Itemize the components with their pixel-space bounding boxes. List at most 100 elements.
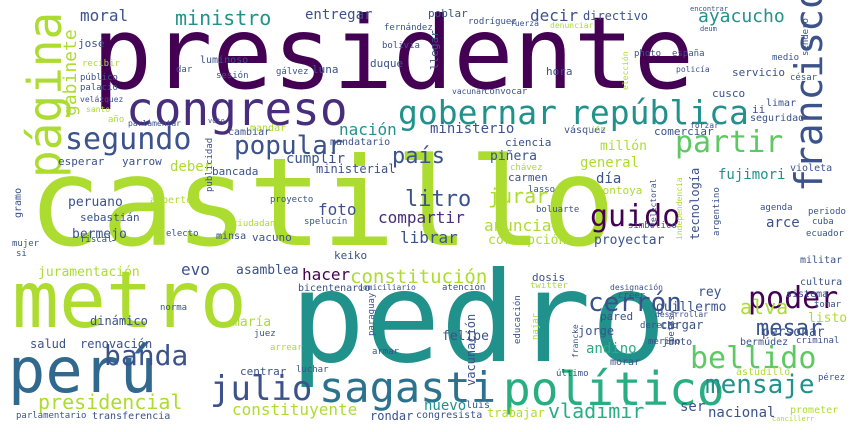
- word-deum: deum: [700, 25, 717, 33]
- word-luchar: luchar: [296, 365, 329, 375]
- word-electoral: electoral: [649, 178, 658, 222]
- word-guillermo: guillermo: [656, 300, 727, 315]
- word-recibir: recibir: [82, 59, 120, 69]
- word-astudillo: astudillo: [736, 367, 791, 378]
- word-limar: limar: [766, 98, 797, 109]
- word-dosis: dosis: [532, 271, 566, 284]
- word-general: general: [580, 155, 640, 171]
- word-vacunacion: vacunación: [464, 313, 478, 386]
- word-jose: josé: [78, 37, 105, 50]
- word-independencia: independencia: [675, 177, 684, 240]
- word-perez: pérez: [818, 373, 846, 383]
- word-evo: evo: [181, 260, 210, 279]
- word-bermejo: bermejo: [72, 227, 127, 242]
- word-presidencial: presidencial: [38, 390, 183, 414]
- word-pared: pared: [600, 310, 634, 323]
- word-minsa: minsa: [216, 231, 247, 242]
- word-parlamentario: parlamentario: [16, 411, 87, 421]
- word-bicentenario: bicentenario: [298, 283, 371, 294]
- word-criminal: criminal: [796, 336, 840, 346]
- word-millon: millón: [600, 139, 647, 154]
- word-rodriguez: rodríguez: [468, 17, 517, 27]
- word-carmen: carmen: [508, 171, 548, 184]
- word-presidente: presidente: [92, 0, 695, 112]
- word-seguridad: seguridad: [750, 113, 805, 124]
- word-atencion: atención: [442, 283, 486, 293]
- word-rondar: rondar: [370, 409, 414, 423]
- word-morar: morar: [610, 357, 641, 368]
- word-bolivia: bolivia: [382, 41, 420, 51]
- word-listo: listo: [808, 311, 848, 326]
- word-poder: poder: [748, 281, 839, 316]
- word-nacion: nación: [339, 120, 397, 139]
- word-chavez: chávez: [510, 163, 543, 173]
- word-desarrollar: desarrollar: [655, 310, 708, 319]
- word-sendero: sendero: [801, 18, 811, 56]
- word-renovacion: renovación: [80, 337, 153, 351]
- word-vasquez: vásquez: [564, 125, 607, 136]
- word-sesion: sesión: [216, 71, 249, 81]
- word-luna: luna: [312, 63, 339, 76]
- word-fernandez: fernández: [384, 23, 433, 33]
- word-personar: personar: [762, 325, 825, 340]
- word-pais: país: [392, 144, 445, 169]
- word-cuba: cuba: [812, 217, 834, 227]
- word-pinera: piñera: [490, 149, 537, 164]
- word-ministerio: ministerio: [430, 121, 515, 137]
- word-centrar: centrar: [240, 365, 287, 378]
- word-violeta: violeta: [790, 163, 833, 174]
- word-mandatario: mandatario: [330, 137, 391, 148]
- word-popular: popular: [234, 131, 344, 161]
- word-sebastian: sebastián: [80, 211, 140, 224]
- word-litro: litro: [405, 187, 472, 212]
- word-dia: día: [596, 171, 622, 187]
- word-juramentacion: juramentación: [38, 265, 140, 280]
- word-jurar: jurar: [488, 184, 549, 208]
- word-trabajar: trabajar: [487, 406, 545, 420]
- word-fiscal: fiscal: [80, 235, 113, 245]
- word-duque: duque: [370, 57, 404, 70]
- word-transferencia: transferencia: [92, 411, 171, 422]
- word-derecho: derecho: [640, 321, 678, 331]
- word-bermudez: bermúdez: [740, 337, 789, 348]
- word-constituyente: constituyente: [232, 400, 358, 419]
- word-felipe: felipe: [442, 329, 489, 344]
- word-banda: banda: [104, 339, 189, 372]
- word-vacuno: vacuno: [252, 231, 292, 244]
- word-argentino: argentino: [712, 187, 722, 236]
- word-luis: luis: [466, 400, 491, 411]
- word-peru: perú: [8, 334, 158, 407]
- word-ecuador: ecuador: [806, 229, 844, 239]
- word-parlamentar: parlamentar: [128, 119, 181, 128]
- word-arrear: arrear: [270, 343, 303, 353]
- word-ser: ser: [680, 399, 706, 415]
- word-simbolico: simbólico: [628, 221, 677, 231]
- word-keiko: keiko: [334, 249, 368, 262]
- word-fuerza: fuerza: [510, 19, 539, 28]
- word-decir: decir: [530, 6, 579, 25]
- word-constitucion: constitución: [350, 266, 488, 288]
- word-najar: najar: [531, 312, 541, 340]
- word-agenda: agenda: [760, 203, 793, 213]
- word-betssy: betssy: [667, 309, 677, 342]
- word-photo: photo: [634, 49, 662, 59]
- word-palacio: palacio: [80, 83, 118, 93]
- word-mujer: mujer: [12, 239, 40, 249]
- word-congreso: congreso: [126, 82, 348, 136]
- word-medio: medio: [772, 53, 800, 63]
- word-llegar: llegar: [428, 30, 441, 70]
- word-partir: partir: [675, 125, 784, 160]
- word-salud: salud: [30, 337, 67, 351]
- word-armar: armar: [372, 347, 400, 357]
- word-eleccion: elección: [621, 51, 630, 90]
- word-ciencia: ciencia: [505, 136, 552, 149]
- word-gobernar: gobernar: [398, 93, 557, 132]
- word-mandar: mandar: [250, 123, 287, 134]
- word-denunciar: denunciar: [550, 21, 594, 30]
- word-yarrow: yarrow: [122, 155, 162, 168]
- word-jorge: jorge: [578, 324, 615, 338]
- word-andino: andino: [586, 341, 637, 357]
- word-electo: electo: [166, 229, 199, 239]
- word-cancillerr: cancillerr: [772, 415, 815, 423]
- word-montoya: montoya: [596, 184, 643, 197]
